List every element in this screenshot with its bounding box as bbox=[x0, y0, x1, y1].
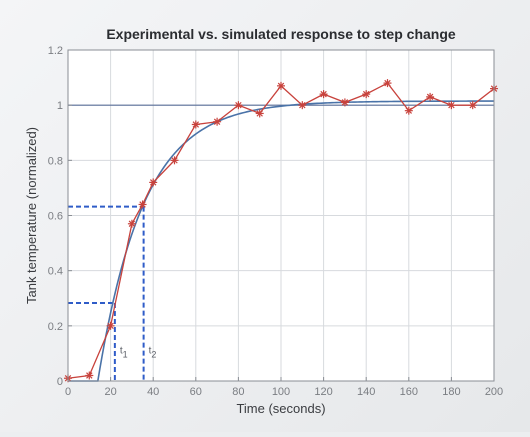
experimental-point bbox=[340, 98, 349, 107]
experimental-point bbox=[404, 106, 413, 115]
experimental-point bbox=[468, 101, 477, 110]
experimental-point bbox=[85, 371, 94, 380]
annotation-label-t1: t1 bbox=[120, 345, 128, 359]
x-tick-label: 200 bbox=[485, 386, 503, 398]
experimental-point bbox=[255, 109, 264, 118]
x-tick-label: 160 bbox=[400, 386, 418, 398]
y-axis-label: Tank temperature (normalized) bbox=[24, 127, 39, 304]
y-tick-label: 0.6 bbox=[48, 211, 63, 223]
experimental-point bbox=[319, 90, 328, 99]
x-tick-label: 80 bbox=[232, 386, 244, 398]
experimental-point bbox=[234, 101, 243, 110]
experimental-point bbox=[170, 156, 179, 165]
experimental-point bbox=[277, 81, 285, 90]
y-tick-label: 0.8 bbox=[48, 155, 63, 167]
experimental-point bbox=[362, 90, 371, 99]
x-tick-label: 120 bbox=[314, 386, 332, 398]
experimental-point bbox=[149, 178, 158, 187]
y-tick-label: 1 bbox=[57, 100, 63, 112]
x-axis-label: Time (seconds) bbox=[236, 401, 325, 416]
annotation-label-t2: t2 bbox=[149, 345, 157, 359]
x-tick-label: 180 bbox=[442, 386, 460, 398]
experimental-point bbox=[127, 219, 136, 228]
x-tick-label: 0 bbox=[65, 386, 71, 398]
x-tick-label: 100 bbox=[272, 386, 290, 398]
y-tick-label: 0.2 bbox=[48, 321, 63, 333]
experimental-point bbox=[138, 200, 147, 209]
experimental-series-line bbox=[67, 82, 495, 379]
chart-title: Experimental vs. simulated response to s… bbox=[106, 26, 456, 42]
experimental-point bbox=[426, 92, 435, 101]
y-tick-label: 1.2 bbox=[48, 45, 63, 57]
experimental-point bbox=[213, 117, 222, 126]
experimental-point bbox=[298, 101, 307, 110]
x-tick-label: 60 bbox=[190, 386, 202, 398]
experimental-point bbox=[383, 79, 392, 88]
experimental-point bbox=[447, 101, 456, 110]
experimental-point bbox=[191, 120, 200, 129]
y-tick-label: 0 bbox=[57, 376, 63, 388]
x-tick-label: 20 bbox=[104, 386, 116, 398]
experimental-point bbox=[106, 321, 115, 330]
x-tick-label: 140 bbox=[357, 386, 375, 398]
x-tick-label: 40 bbox=[147, 386, 159, 398]
y-tick-label: 0.4 bbox=[48, 266, 63, 278]
